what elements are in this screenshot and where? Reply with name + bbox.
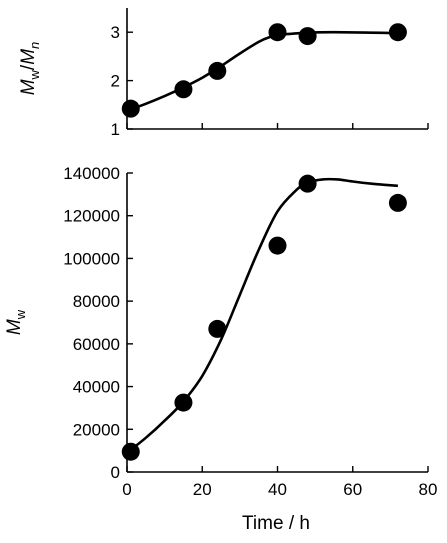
dispersity-chart-data-point [298,27,317,46]
dispersity-chart-data-point [174,80,193,99]
dispersity-chart-data-point [388,23,407,42]
mw-chart-x-tick-label: 20 [193,480,212,499]
mw-chart-x-tick-label: 0 [122,480,131,499]
dispersity-chart-fit-curve [126,30,398,112]
mw-chart-data-point [121,442,140,461]
mw-chart-y-tick-label: 120000 [63,207,120,226]
dispersity-chart-y-title-main2: M [18,49,39,65]
mw-chart-x-tick-label: 80 [419,480,438,499]
mw-chart-y-tick-label: 140000 [63,164,120,183]
dispersity-chart-data-point [121,99,140,118]
mw-chart-y-axis-title: Mw [4,309,28,335]
dispersity-chart-y-tick-label: 1 [111,120,120,139]
mw-chart-x-tick-label: 60 [343,480,362,499]
mw-chart-y-title-sub: w [13,309,28,320]
mw-chart-y-tick-label: 100000 [63,249,120,268]
mw-chart-data-point [174,393,193,412]
dispersity-chart-y-title-sub2: n [27,42,42,49]
dispersity-chart-y-title-main: M [18,79,39,95]
mw-chart-data-point [298,174,317,193]
mw-chart: 0 20000 40000 60000 80000 100000 120000 140000 0… [4,164,437,534]
mw-chart-y-title-main: M [4,319,25,335]
dispersity-chart-y-tick-label: 3 [111,23,120,42]
mw-chart-y-tick-label: 60000 [73,335,120,354]
mw-chart-y-tick-label: 80000 [73,292,120,311]
mw-chart-y-tick-label: 40000 [73,378,120,397]
dispersity-chart-data-point [268,23,287,42]
dispersity-chart-y-title-sep: / [18,64,39,70]
mw-chart-fit-curve [126,177,398,454]
mw-chart-y-tick-label: 20000 [73,420,120,439]
mw-chart-data-point [388,193,407,212]
dispersity-chart-y-title-sub: w [27,69,42,80]
dispersity-chart-y-tick-label: 2 [111,72,120,91]
mw-chart-data-point [208,319,227,338]
mw-chart-data-point [268,236,287,255]
mw-chart-y-tick-label: 0 [111,463,120,482]
dispersity-chart-y-axis-title: Mw/Mn [18,42,42,96]
mw-chart-x-axis-title: Time / h [242,513,310,534]
mw-chart-x-tick-label: 40 [268,480,287,499]
dispersity-chart-data-point [208,61,227,80]
